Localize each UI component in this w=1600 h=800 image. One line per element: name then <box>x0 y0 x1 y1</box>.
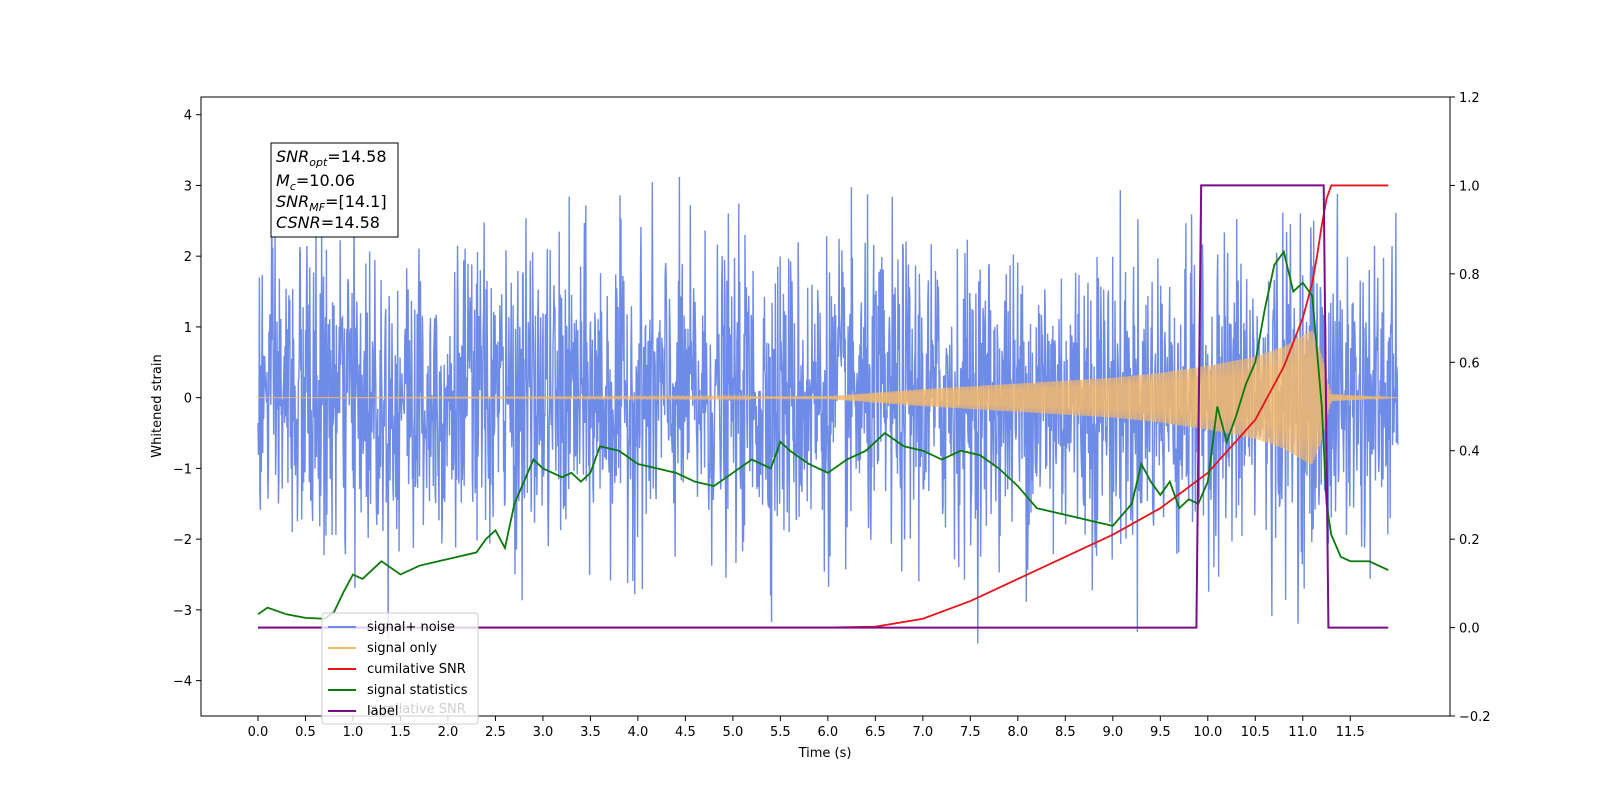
x-axis-label: Time (s) <box>798 746 852 761</box>
y-right-tick-label: 0.8 <box>1459 268 1480 283</box>
y-right-tick-label: 0.0 <box>1459 622 1480 637</box>
signal-only-line <box>257 330 1398 465</box>
x-tick-label: 0.0 <box>248 725 269 740</box>
y-left-tick-label: −1 <box>173 462 192 477</box>
x-tick-label: 3.0 <box>533 725 554 740</box>
x-tick-label: 11.5 <box>1336 725 1365 740</box>
label-line <box>257 184 1389 629</box>
legend-ghost-text: cumilative SNR <box>367 702 466 717</box>
y-left-tick-label: 0 <box>184 392 192 407</box>
series-cumulative-snr <box>257 184 1389 629</box>
y-left-tick-label: 4 <box>184 109 192 124</box>
x-tick-label: 9.5 <box>1150 725 1171 740</box>
x-axis: 0.0 0.5 1.0 1.5 2.0 2.5 3.0 3.5 4.0 4.5 5.0 5.5 6.0 6… <box>248 716 1365 740</box>
x-tick-label: 2.0 <box>438 725 459 740</box>
y-left-tick-label: −4 <box>173 675 192 690</box>
y-right-tick-label: 1.2 <box>1459 91 1480 106</box>
annotation-snr-opt: SNRopt=14.58 <box>276 147 387 169</box>
legend: cumilative SNR signal+ noise signal only c… <box>321 612 479 725</box>
y-right-tick-label: 0.4 <box>1459 445 1480 460</box>
legend-label: label <box>367 704 398 719</box>
y-axis-left: 4 3 2 1 0 −1 −2 −3 −4 <box>173 109 201 690</box>
legend-entry: signal only <box>328 641 437 656</box>
cumulative-snr-line <box>257 184 1389 629</box>
annotation-box: SNRopt=14.58 Mc=10.06 SNRMF=[14.1] CSNR=… <box>270 142 399 238</box>
legend-entry: cumilative SNR <box>328 662 466 677</box>
legend-entry: signal+ noise <box>328 620 455 635</box>
x-tick-label: 9.0 <box>1102 725 1123 740</box>
legend-label: signal statistics <box>367 683 468 698</box>
plot-frame <box>200 96 1451 717</box>
y-right-tick-label: −0.2 <box>1459 710 1491 725</box>
series-signal-only <box>257 330 1398 465</box>
x-tick-label: 6.5 <box>865 725 886 740</box>
x-tick-label: 5.0 <box>723 725 744 740</box>
series-signal-statistics <box>257 249 1389 620</box>
y-left-tick-label: −2 <box>173 533 192 548</box>
x-tick-label: 2.5 <box>485 725 506 740</box>
x-tick-label: 8.5 <box>1055 725 1076 740</box>
x-tick-label: 0.5 <box>295 725 316 740</box>
x-tick-label: 10.0 <box>1193 725 1222 740</box>
x-tick-label: 7.0 <box>913 725 934 740</box>
legend-entry: signal statistics <box>328 683 468 698</box>
y-axis-label: Whitened strain <box>150 354 165 457</box>
legend-entry: label <box>328 704 398 719</box>
y-right-tick-label: 1.0 <box>1459 179 1480 194</box>
x-tick-label: 11.0 <box>1288 725 1317 740</box>
x-tick-label: 3.5 <box>580 725 601 740</box>
x-tick-label: 5.5 <box>770 725 791 740</box>
y-axis-right: 1.2 1.0 0.8 0.6 0.4 0.2 0.0 −0.2 <box>1450 91 1491 725</box>
x-tick-label: 4.0 <box>628 725 649 740</box>
y-left-tick-label: 3 <box>184 179 192 194</box>
x-tick-label: 10.5 <box>1241 725 1270 740</box>
y-left-tick-label: 1 <box>184 321 192 336</box>
series-signal-noise <box>257 176 1399 644</box>
x-tick-label: 4.5 <box>675 725 696 740</box>
annotation-snr-mf: SNRMF=[14.1] <box>276 192 387 214</box>
annotation-mc: Mc=10.06 <box>276 171 355 193</box>
x-tick-label: 8.0 <box>1007 725 1028 740</box>
y-left-tick-label: 2 <box>184 250 192 265</box>
signal-statistics-line <box>257 249 1389 620</box>
series-label <box>257 184 1389 629</box>
x-tick-label: 1.0 <box>343 725 364 740</box>
legend-label: signal only <box>367 641 437 656</box>
annotation-csnr: CSNR=14.58 <box>276 213 380 232</box>
y-right-tick-label: 0.2 <box>1459 533 1480 548</box>
legend-label: signal+ noise <box>367 620 455 635</box>
signal-noise-line <box>257 176 1399 644</box>
y-left-tick-label: −3 <box>173 604 192 619</box>
x-tick-label: 7.5 <box>960 725 981 740</box>
x-tick-label: 6.0 <box>818 725 839 740</box>
legend-label: cumilative SNR <box>367 662 466 677</box>
x-tick-label: 1.5 <box>390 725 411 740</box>
y-right-tick-label: 0.6 <box>1459 356 1480 371</box>
